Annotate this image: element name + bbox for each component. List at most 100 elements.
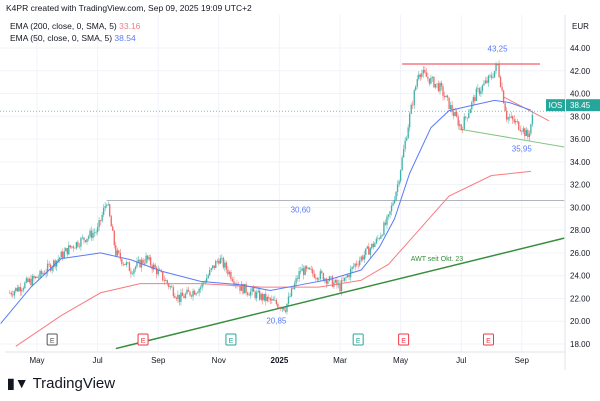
- candle-body: [421, 73, 423, 77]
- candle-body: [228, 271, 231, 275]
- candle-body: [408, 113, 411, 128]
- candle-body: [215, 261, 217, 268]
- candle-body: [15, 287, 17, 292]
- ema200-line: [15, 170, 531, 347]
- candle-body: [105, 205, 108, 207]
- candle-body: [187, 289, 190, 292]
- annotation-label: 43,25: [488, 45, 509, 54]
- y-tick-label: 34.00: [570, 158, 591, 167]
- candle-body: [101, 214, 103, 221]
- candle-body: [119, 252, 122, 259]
- candle-body: [412, 104, 414, 106]
- candle-body: [46, 263, 49, 273]
- candle-body: [248, 294, 250, 296]
- candle-body: [24, 282, 26, 289]
- candle-body: [262, 294, 264, 301]
- candle-body: [98, 220, 100, 228]
- candle-body: [296, 278, 299, 280]
- candle-body: [218, 261, 220, 264]
- candle-body: [360, 256, 362, 261]
- candle-body: [51, 267, 53, 271]
- legend-ema50[interactable]: EMA (50, close, 0, SMA, 5) 38.54: [10, 33, 136, 43]
- candle-body: [490, 75, 493, 78]
- candle-body: [36, 276, 38, 278]
- x-tick-label: May: [393, 356, 408, 365]
- x-tick-label: Jul: [456, 356, 466, 365]
- candle-body: [268, 297, 270, 299]
- candle-body: [21, 289, 23, 292]
- candle-body: [149, 257, 152, 266]
- candle-body: [205, 278, 208, 283]
- candle-body: [68, 245, 70, 255]
- candle-body: [374, 243, 376, 247]
- candle-body: [181, 292, 184, 297]
- x-tick-label: Sep: [151, 356, 166, 365]
- candle-body: [90, 230, 93, 238]
- candle-body: [439, 82, 441, 92]
- candle-body: [466, 117, 468, 119]
- candle-body: [384, 222, 387, 225]
- candle-body: [342, 280, 344, 281]
- candle-body: [263, 293, 265, 301]
- candle-body: [375, 238, 378, 244]
- candle-body: [112, 226, 114, 231]
- candle-body: [184, 293, 187, 298]
- candle-body: [418, 74, 420, 80]
- candle-body: [163, 280, 165, 282]
- candle-body: [95, 231, 97, 233]
- candle-body: [299, 271, 302, 272]
- candle-body: [40, 271, 43, 275]
- candle-body: [49, 264, 52, 271]
- candle-body: [183, 296, 185, 298]
- candle-body: [19, 287, 22, 292]
- candle-body: [260, 294, 262, 300]
- candle-body: [495, 64, 497, 71]
- legend-value: 33.16: [119, 21, 141, 31]
- earnings-event-icon: [482, 333, 494, 346]
- candle-body: [207, 275, 209, 279]
- tv-logo-icon: ▮▼: [7, 375, 29, 391]
- candle-body: [134, 266, 137, 270]
- candle-body: [416, 79, 418, 87]
- candle-body: [198, 288, 200, 293]
- candle-body: [89, 230, 91, 237]
- symbol-label: IOS: [549, 101, 563, 110]
- candle-body: [39, 271, 41, 278]
- candle-body: [336, 279, 338, 286]
- candle-body: [242, 284, 244, 294]
- candle-body: [407, 127, 409, 139]
- candle-body: [28, 278, 31, 283]
- candle-body: [434, 84, 437, 88]
- candle-body: [425, 72, 428, 77]
- last-price-badge: [566, 99, 600, 112]
- candle-body: [513, 119, 515, 123]
- candle-body: [115, 245, 117, 256]
- candle-body: [487, 75, 490, 83]
- candle-body: [351, 266, 353, 270]
- candle-body: [392, 203, 394, 206]
- candle-body: [99, 220, 102, 221]
- candle-body: [27, 278, 29, 283]
- y-tick-label: 36.00: [570, 135, 591, 144]
- candle-body: [221, 257, 223, 259]
- legend-ema200[interactable]: EMA (200, close, 0, SMA, 5) 33.16: [10, 21, 140, 31]
- candle-body: [109, 204, 111, 217]
- candle-body: [74, 248, 76, 249]
- candle-body: [125, 262, 128, 265]
- candle-body: [63, 251, 65, 258]
- candle-body: [83, 237, 85, 241]
- candle-body: [243, 284, 246, 294]
- candle-body: [507, 117, 509, 120]
- candle-body: [451, 105, 453, 113]
- candle-body: [522, 128, 525, 132]
- annotation-label: 30,60: [291, 206, 312, 215]
- candle-body: [480, 90, 482, 94]
- candle-body: [316, 277, 318, 280]
- y-tick-label: 32.00: [570, 181, 591, 190]
- candle-body: [165, 280, 167, 282]
- candle-body: [489, 75, 491, 77]
- candle-body: [458, 124, 461, 126]
- candle-body: [424, 69, 426, 73]
- candle-body: [142, 259, 144, 264]
